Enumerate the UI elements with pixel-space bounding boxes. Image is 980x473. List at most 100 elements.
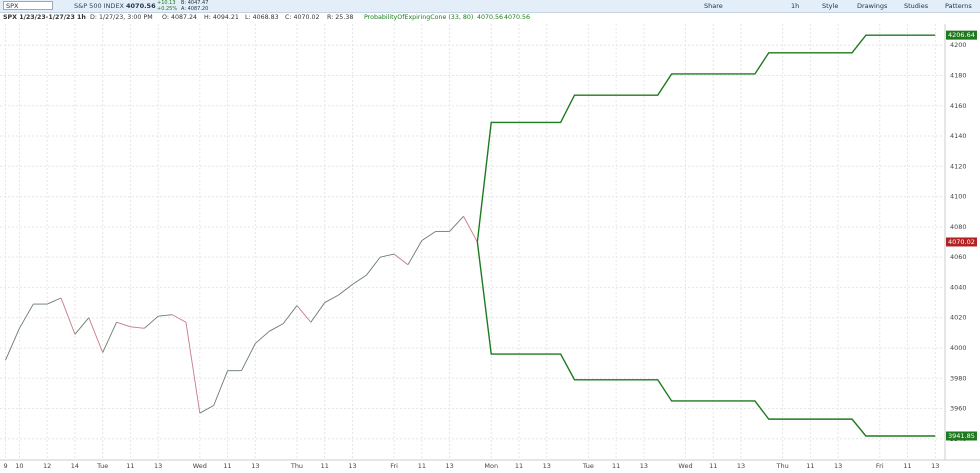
change: +10.13: [157, 0, 176, 6]
study-value: 4070.56: [477, 14, 504, 21]
bar-date: D: 1/27/23, 3:00 PM: [90, 14, 153, 21]
patterns-button[interactable]: Patterns: [945, 2, 972, 10]
bar-high: H: 4094.21: [204, 14, 239, 21]
x-tick-label: 13: [931, 462, 939, 470]
y-tick-label: 4140: [950, 132, 967, 140]
price-segment: [324, 294, 339, 303]
x-tick-label: 11: [612, 462, 620, 470]
x-tick-label: Mon: [484, 462, 498, 470]
y-tick-label: 4060: [950, 253, 967, 261]
x-tick-label: Thu: [290, 462, 303, 470]
y-tick-label: 4040: [950, 283, 967, 291]
price-segment: [310, 302, 326, 323]
x-tick-label: 13: [834, 462, 842, 470]
price-segment: [88, 317, 104, 353]
studies-button[interactable]: Studies: [904, 2, 929, 10]
cone-line: [476, 241, 936, 437]
x-tick-label: 13: [445, 462, 453, 470]
symbol-input[interactable]: SPX: [3, 1, 53, 10]
bar-open: O: 4087.24: [162, 14, 198, 21]
study-value: 4070.56: [504, 14, 531, 21]
price-marker-label: 3941.85: [948, 432, 975, 440]
price-segment: [338, 284, 353, 296]
cone-line: [476, 34, 936, 243]
x-tick-label: Tue: [96, 462, 108, 470]
x-tick-label: Wed: [678, 462, 692, 470]
price-segment: [144, 315, 159, 329]
x-tick-label: Fri: [876, 462, 884, 470]
price-marker: [946, 30, 977, 40]
x-tick-label: Wed: [193, 462, 207, 470]
price-segment: [393, 253, 409, 266]
price-segment: [116, 321, 131, 328]
bar-low: L: 4068.83: [245, 14, 279, 21]
price-segment: [296, 305, 312, 323]
price-segment: [60, 297, 76, 335]
price-marker: [946, 237, 977, 247]
price-segment: [268, 323, 284, 332]
x-tick-label: 13: [154, 462, 162, 470]
x-tick-label: 11: [903, 462, 911, 470]
x-tick-label: 12: [43, 462, 51, 470]
x-tick-label: 11: [709, 462, 717, 470]
change-pct: +0.25%: [157, 6, 178, 12]
x-tick-label: Tue: [582, 462, 594, 470]
price-segment: [241, 343, 256, 371]
price-segment: [282, 305, 298, 325]
price-segment: [463, 216, 478, 243]
price-segment: [255, 330, 270, 344]
price-segment: [213, 370, 228, 406]
x-tick-label: 14: [71, 462, 79, 470]
bar-range: R: 25.38: [327, 14, 354, 21]
y-tick-label: 4080: [950, 223, 967, 231]
price-segment: [352, 274, 367, 285]
bid: B: 4047.47: [181, 0, 209, 6]
x-tick-label: 13: [543, 462, 551, 470]
price-segment: [407, 240, 423, 265]
x-tick-label: 11: [515, 462, 523, 470]
price-segment: [449, 215, 464, 232]
description: S&P 500 INDEX: [74, 2, 124, 10]
y-tick-label: 4160: [950, 102, 967, 110]
ask: A: 4087.20: [181, 6, 209, 12]
share-button[interactable]: Share: [704, 2, 723, 10]
price-segment: [171, 314, 187, 323]
style-button[interactable]: Style: [822, 2, 839, 10]
price-segment: [185, 322, 201, 414]
y-tick-label: 4100: [950, 193, 967, 201]
price-segment: [365, 256, 381, 276]
x-tick-label: 11: [418, 462, 426, 470]
price-segment: [380, 253, 395, 258]
price-segment: [74, 317, 90, 335]
study-name: ProbabilityOfExpiringCone (33, 80): [364, 14, 474, 21]
y-tick-label: 4200: [950, 41, 967, 49]
y-tick-label: 3960: [950, 405, 967, 413]
x-tick-label: 9: [3, 462, 7, 470]
y-tick-label: 4020: [950, 314, 967, 322]
y-tick-label: 3980: [950, 374, 967, 382]
timeframe-button[interactable]: 1h: [791, 2, 800, 10]
info-bar: SPX 1/23/23-1/27/23 1h D: 1/27/23, 3:00 …: [0, 13, 980, 23]
price-segment: [102, 322, 117, 353]
last-price: 4070.56: [126, 2, 156, 10]
y-tick-label: 4000: [950, 344, 967, 352]
chart-title: SPX 1/23/23-1/27/23 1h: [3, 14, 86, 21]
y-tick-label: 4120: [950, 162, 967, 170]
price-segment: [421, 231, 436, 241]
x-tick-label: Fri: [390, 462, 398, 470]
x-tick-label: 11: [321, 462, 329, 470]
price-marker-label: 4070.02: [948, 238, 975, 246]
x-tick-label: 10: [15, 462, 23, 470]
x-tick-label: 13: [348, 462, 356, 470]
x-tick-label: 11: [126, 462, 134, 470]
price-marker-label: 4206.64: [948, 31, 975, 39]
price-segment: [199, 405, 214, 414]
price-segment: [5, 328, 20, 361]
y-tick-label: 4180: [950, 71, 967, 79]
x-tick-label: 13: [737, 462, 745, 470]
drawings-button[interactable]: Drawings: [857, 2, 888, 10]
x-tick-label: 13: [640, 462, 648, 470]
x-tick-label: Thu: [776, 462, 789, 470]
